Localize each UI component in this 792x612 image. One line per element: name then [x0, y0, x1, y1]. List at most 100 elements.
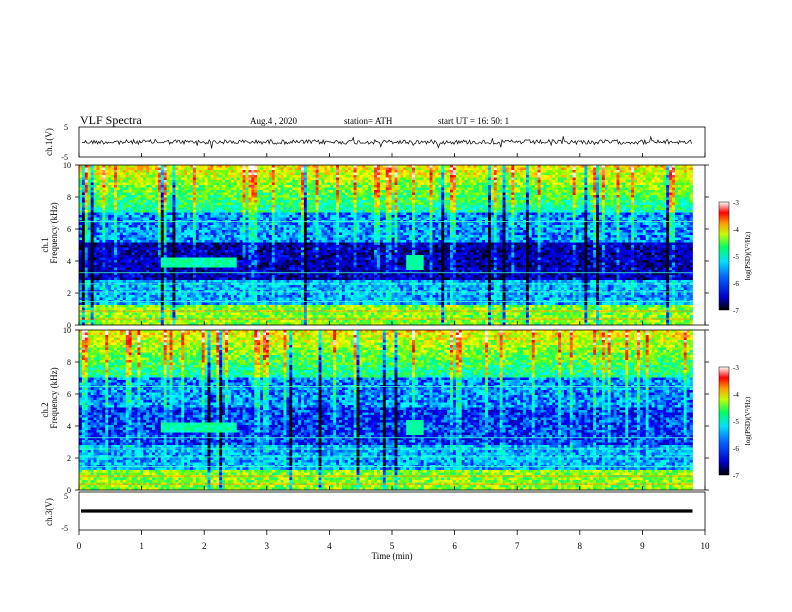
spec1-cell — [277, 227, 281, 231]
spec1-cell — [143, 270, 147, 273]
spec1-cell — [125, 262, 130, 266]
spec1-cell — [146, 165, 150, 168]
spec1-cell — [295, 287, 299, 291]
spec1-cell — [277, 205, 281, 208]
spec1-cell — [96, 292, 100, 296]
spec1-cell — [271, 205, 276, 208]
spec1-cell — [169, 227, 173, 231]
spec1-cell — [137, 295, 141, 298]
spec1-cell — [265, 267, 270, 271]
spec1-cell — [160, 232, 165, 236]
spec1-cell — [128, 292, 132, 296]
spec1-cell — [219, 245, 223, 248]
spec1-cell — [257, 215, 261, 218]
spec1-cell — [125, 242, 130, 246]
spec1-cell — [251, 182, 255, 186]
spec1-cell — [280, 272, 284, 276]
spec1-cell — [190, 232, 194, 236]
spec1-cell — [263, 315, 267, 318]
spec1-cell — [265, 202, 270, 206]
spec1-cell — [187, 227, 191, 231]
spec1-cell — [204, 250, 208, 253]
spec1-cell — [79, 232, 83, 236]
spec1-cell — [79, 185, 83, 188]
spec1-cell — [283, 297, 287, 301]
spec1-cell — [248, 297, 252, 301]
spec1-cell — [169, 297, 173, 301]
spec1-cell — [169, 167, 173, 171]
spec1-cell — [178, 315, 182, 318]
spec1-cell — [131, 232, 135, 236]
spec1-cell — [90, 215, 95, 218]
spec1-cell — [263, 295, 267, 298]
spec1-cell — [131, 205, 135, 208]
spec1-cell — [137, 172, 141, 176]
spec1-cell — [128, 265, 132, 268]
spec1-cell — [99, 275, 103, 278]
spec1-cell — [134, 210, 138, 213]
spec1-cell — [222, 272, 226, 276]
spec1-cell — [146, 192, 150, 196]
spec1-cell — [125, 207, 130, 211]
spec1-cell — [169, 200, 173, 203]
spec1-cell — [263, 312, 267, 316]
spec1-cell — [195, 232, 200, 236]
spec1-cell — [227, 295, 232, 298]
spec1-cell — [286, 195, 290, 198]
spec1-cell — [289, 182, 293, 186]
spec1-cell — [125, 185, 130, 188]
spec1-cell — [90, 247, 95, 251]
spec1-cell — [230, 210, 235, 213]
spec1-cell — [242, 312, 246, 316]
spec1-cell — [251, 257, 255, 261]
spec1-cell — [248, 252, 252, 256]
spec1-cell — [87, 195, 92, 198]
spec1-cell — [178, 202, 182, 206]
spec1-cell — [260, 277, 264, 281]
spec1-cell — [81, 247, 86, 251]
spec1-cell — [298, 260, 302, 263]
spec1-cell — [87, 172, 92, 176]
spec1-cell — [84, 250, 89, 253]
spec1-cell — [292, 287, 296, 291]
spec1-cell — [157, 235, 162, 238]
spec1-cell — [111, 185, 115, 188]
spec1-cell — [111, 312, 115, 316]
spec1-cell — [251, 272, 255, 276]
spec1-cell — [295, 257, 299, 261]
spec1-cell — [242, 202, 246, 206]
spec1-cell — [225, 250, 229, 253]
spec1-cell — [213, 200, 217, 203]
spec1-cell — [181, 212, 185, 216]
spec1-cell — [245, 285, 249, 288]
spec1-cell — [90, 292, 95, 296]
spec1-cell — [111, 247, 115, 251]
spec1-cell — [96, 252, 100, 256]
spec1-cell — [140, 240, 144, 243]
spec1-cell — [172, 312, 176, 316]
spec1-cell — [140, 235, 144, 238]
spec1-cell — [295, 252, 299, 256]
spec1-cell — [195, 175, 200, 178]
spec1-cell — [175, 302, 179, 306]
spec1-cell — [251, 275, 255, 278]
spec1-cell — [119, 187, 124, 191]
spec1-cell — [260, 230, 264, 233]
spec1-cell — [198, 257, 203, 261]
spec1-cell — [146, 297, 150, 301]
spec1-cell — [114, 165, 118, 168]
spec1-cell — [79, 230, 83, 233]
spec1-cell — [207, 297, 211, 301]
spec1-cell — [195, 280, 200, 283]
spec1-cell — [251, 252, 255, 256]
spec1-cell — [149, 210, 153, 213]
spec1-cell — [204, 260, 208, 263]
spec1-cell — [125, 272, 130, 276]
spec1-cell — [125, 165, 130, 168]
spec1-cell — [289, 240, 293, 243]
spec1-cell — [204, 202, 208, 206]
spec1-cell — [93, 180, 97, 183]
spec1-cell — [128, 175, 132, 178]
spec1-cell — [195, 257, 200, 261]
spec1-cell — [79, 165, 83, 168]
